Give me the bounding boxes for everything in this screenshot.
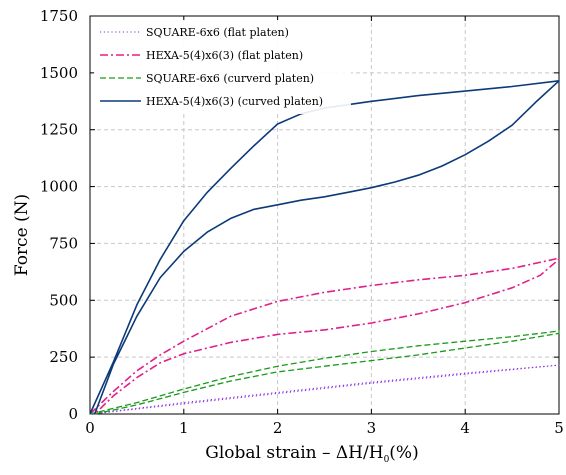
y-tick-label: 500 xyxy=(49,291,78,309)
x-tick-label: 5 xyxy=(554,419,564,437)
x-tick-label: 3 xyxy=(367,419,377,437)
series-line-4 xyxy=(89,80,560,415)
y-tick-label: 1000 xyxy=(40,178,78,196)
series-line-2 xyxy=(89,257,560,415)
legend-label: HEXA-5(4)x6(3) (flat platen) xyxy=(146,49,303,62)
legend-box xyxy=(94,20,351,114)
x-axis-label-subscript: 0 xyxy=(384,455,390,465)
y-axis-label: Force (N) xyxy=(12,194,32,276)
x-axis-label-suffix: (%) xyxy=(389,443,418,463)
legend: SQUARE-6x6 (flat platen) HEXA-5(4)x6(3) (… xyxy=(94,20,351,114)
y-tick-label: 0 xyxy=(68,405,78,423)
series-line-1 xyxy=(89,364,560,415)
y-tick-label: 1250 xyxy=(40,121,78,139)
series-line-3 xyxy=(89,330,560,415)
y-tick-label: 1750 xyxy=(40,7,78,25)
x-tick-label: 1 xyxy=(179,419,189,437)
axis-ticks: 0 1 2 3 4 5 0 250 500 750 1000 1250 1500 1750 xyxy=(40,7,564,437)
legend-label: SQUARE-6x6 (curverd platen) xyxy=(146,72,314,85)
plot-frame xyxy=(89,15,560,415)
x-tick-label: 2 xyxy=(273,419,283,437)
x-tick-label: 0 xyxy=(85,419,95,437)
x-axis-label-main: Global strain – ΔH/H xyxy=(205,443,383,463)
y-tick-label: 250 xyxy=(49,348,78,366)
y-tick-label: 750 xyxy=(49,234,78,252)
legend-label: HEXA-5(4)x6(3) (curved platen) xyxy=(146,95,323,108)
y-tick-label: 1500 xyxy=(40,64,78,82)
series-lines xyxy=(89,80,560,415)
x-axis-label: Global strain – ΔH/H0(%) xyxy=(205,443,418,465)
legend-label: SQUARE-6x6 (flat platen) xyxy=(146,26,289,39)
x-tick-label: 4 xyxy=(460,419,470,437)
